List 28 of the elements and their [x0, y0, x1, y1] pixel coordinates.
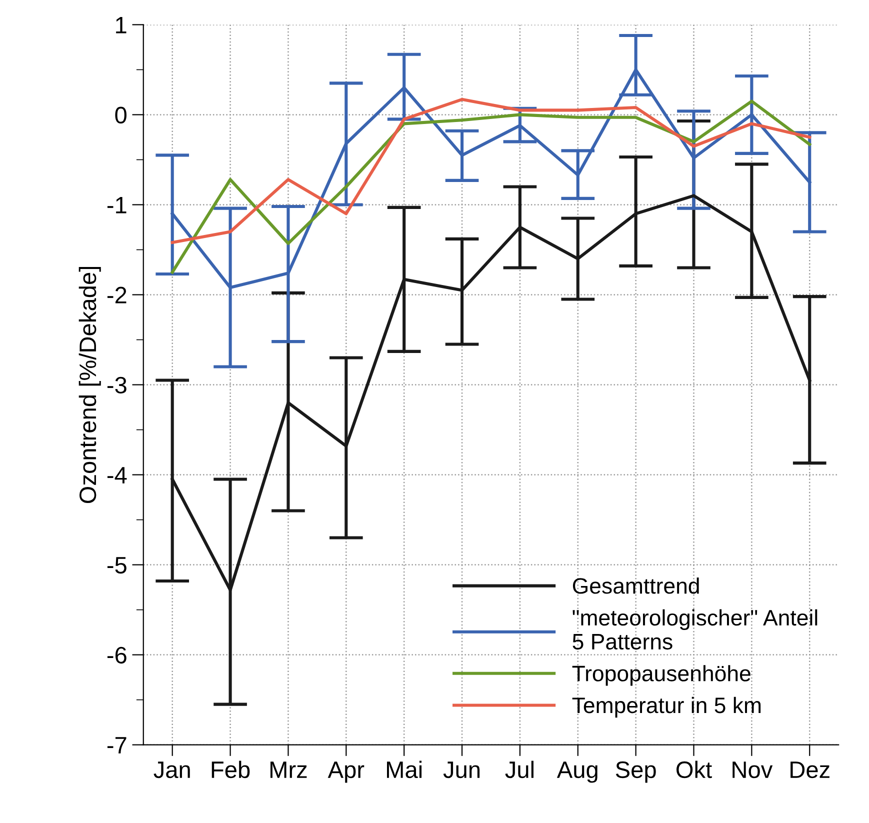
x-tick-label: Nov [732, 762, 773, 778]
y-tick-label: -4 [107, 467, 127, 484]
legend-label: "meteorologischer" Anteil 5 Patterns [572, 609, 818, 650]
y-tick-label: -5 [107, 557, 126, 574]
x-tick-label: Okt [676, 760, 712, 778]
y-tick-label: -2 [107, 286, 126, 304]
x-tick-label: Feb [212, 760, 250, 778]
x-tick-label: Jun [443, 762, 480, 778]
legend-label: Gesamttrend [572, 577, 699, 594]
y-tick-label: -6 [107, 646, 126, 664]
legend-label: Tropopausenhöhe [572, 665, 750, 686]
x-tick-label: Mai [387, 760, 422, 778]
x-tick-label: Jul [505, 760, 534, 778]
x-tick-label: Sep [616, 761, 656, 783]
line-series [170, 98, 812, 244]
x-tick-label: Aug [556, 762, 598, 783]
y-tick-label: -3 [107, 376, 126, 394]
x-tick-label: Dez [790, 762, 830, 778]
y-tick-label: -1 [107, 197, 126, 214]
x-tick-label: Apr [328, 762, 364, 783]
legend-label: Temperatur in 5 km [572, 696, 761, 718]
y-tick-label: 1 [116, 17, 126, 34]
x-tick-label: Mrz [270, 762, 307, 778]
y-axis-title: Ozontrend [%/Dekade] [78, 266, 101, 504]
y-tick-label: 0 [115, 106, 126, 124]
line-series [170, 100, 812, 274]
y-tick-label: -7 [107, 737, 126, 754]
x-tick-label: Jan [154, 762, 190, 778]
